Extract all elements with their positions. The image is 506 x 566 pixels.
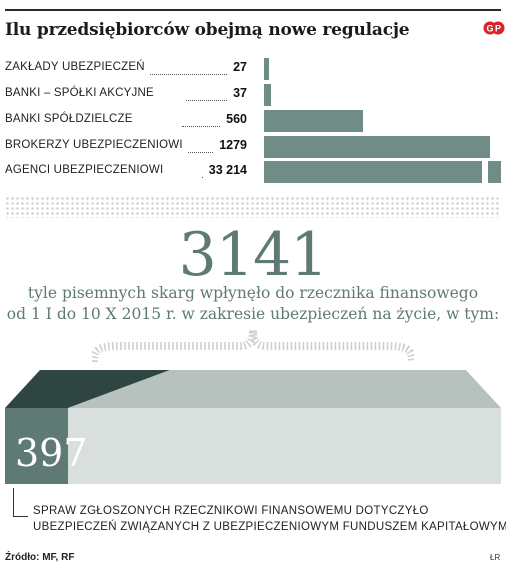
source-note: Źródło: MF, RF bbox=[5, 552, 75, 563]
svg-text:P: P bbox=[495, 24, 501, 34]
part-block bbox=[5, 408, 68, 484]
chart-title: Ilu przedsiębiorców obejmą nowe regulacj… bbox=[5, 20, 410, 40]
bar-row: AGENCI UBEZPIECZENIOWI 33 214 bbox=[0, 161, 506, 183]
total-description-line-2: od 1 I do 10 X 2015 r. w zakresie ubezpi… bbox=[6, 305, 500, 323]
part-caption-line-2: UBEZPIECZEŃ ZWIĄZANYCH Z UBEZPIECZENIOWY… bbox=[33, 521, 506, 533]
leader-dots bbox=[150, 74, 228, 75]
proportion-blocks bbox=[5, 370, 501, 484]
author-credit: ŁR bbox=[490, 553, 501, 562]
bar bbox=[264, 84, 271, 106]
value-label: 33 214 bbox=[208, 163, 247, 177]
publisher-logo-icon: G P bbox=[483, 21, 505, 35]
bar bbox=[264, 136, 491, 158]
dotted-separator bbox=[5, 196, 501, 218]
category-label: BROKERZY UBEZPIECZENIOWI bbox=[5, 139, 183, 151]
leader-dots bbox=[188, 152, 214, 153]
remainder-block-top bbox=[68, 370, 501, 408]
bar-row: BANKI – SPÓŁKI AKCYJNE 37 bbox=[0, 84, 506, 106]
value-label: 37 bbox=[233, 86, 247, 100]
category-label: BANKI SPÓŁDZIELCZE bbox=[5, 113, 133, 125]
remainder-block bbox=[68, 408, 501, 484]
leader-dots bbox=[186, 100, 228, 101]
value-label: 1279 bbox=[219, 138, 247, 152]
leader-dots bbox=[182, 126, 221, 127]
bar-row: BROKERZY UBEZPIECZENIOWI 1279 bbox=[0, 136, 506, 158]
top-rule bbox=[5, 9, 501, 11]
category-label: AGENCI UBEZPIECZENIOWI bbox=[5, 164, 164, 176]
category-label: BANKI – SPÓŁKI AKCYJNE bbox=[5, 87, 154, 99]
caption-leader-line bbox=[13, 488, 28, 517]
bar bbox=[264, 161, 501, 183]
part-block-top bbox=[5, 370, 170, 408]
leader-dots bbox=[202, 177, 203, 178]
bar bbox=[264, 110, 364, 132]
value-label: 560 bbox=[226, 112, 247, 126]
part-number: 397 bbox=[15, 431, 88, 475]
category-label: ZAKŁADY UBEZPIECZEŃ bbox=[5, 61, 145, 73]
bar bbox=[264, 58, 269, 80]
total-description-line-1: tyle pisemnych skarg wpłynęło do rzeczni… bbox=[27, 284, 479, 302]
part-caption-line-1: SPRAW ZGŁOSZONYCH RZECZNIKOWI FINANSOWEM… bbox=[33, 505, 429, 517]
svg-text:G: G bbox=[486, 24, 493, 34]
value-label: 27 bbox=[233, 60, 247, 74]
brace-icon bbox=[92, 329, 414, 363]
bar-row: BANKI SPÓŁDZIELCZE 560 bbox=[0, 110, 506, 132]
axis-break bbox=[482, 161, 488, 183]
bar-row: ZAKŁADY UBEZPIECZEŃ 27 bbox=[0, 58, 506, 80]
total-complaints-number: 3141 bbox=[178, 220, 329, 290]
